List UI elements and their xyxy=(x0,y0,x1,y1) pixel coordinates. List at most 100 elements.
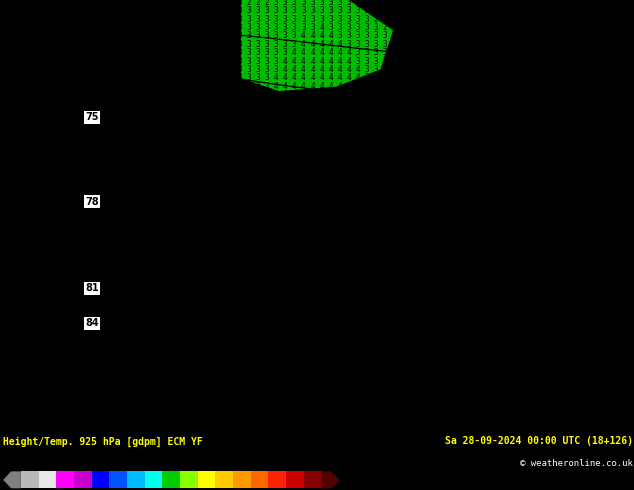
Text: 3: 3 xyxy=(383,183,387,192)
Text: 3: 3 xyxy=(392,225,397,234)
Text: 4: 4 xyxy=(201,132,205,141)
Text: 3: 3 xyxy=(128,31,133,40)
Text: 3: 3 xyxy=(565,166,569,175)
Text: 3: 3 xyxy=(446,0,451,7)
Text: 4: 4 xyxy=(320,183,324,192)
Text: 4: 4 xyxy=(347,191,351,200)
Text: 4: 4 xyxy=(110,149,115,158)
Text: 5: 5 xyxy=(101,410,105,419)
Text: 4: 4 xyxy=(328,174,333,183)
Text: 3: 3 xyxy=(510,116,515,124)
Text: 4: 4 xyxy=(619,360,624,368)
Text: 3: 3 xyxy=(383,191,387,200)
Text: 5: 5 xyxy=(310,233,314,243)
Text: 5: 5 xyxy=(292,360,297,368)
Text: 3: 3 xyxy=(374,200,378,209)
Text: 5: 5 xyxy=(92,351,96,360)
Text: 4: 4 xyxy=(210,124,215,133)
Text: 4: 4 xyxy=(619,284,624,293)
Text: 4: 4 xyxy=(628,309,633,318)
Text: 5: 5 xyxy=(46,40,51,49)
Text: 4: 4 xyxy=(183,132,188,141)
Text: 5: 5 xyxy=(301,293,306,301)
Text: 5: 5 xyxy=(46,124,51,133)
Text: 3: 3 xyxy=(310,0,314,7)
Text: 3: 3 xyxy=(247,6,251,15)
Text: 4: 4 xyxy=(1,0,6,7)
Text: 4: 4 xyxy=(474,360,479,368)
Text: 5: 5 xyxy=(65,250,69,259)
Text: 5: 5 xyxy=(374,410,378,419)
Text: 2: 2 xyxy=(383,6,387,15)
Text: 2: 2 xyxy=(374,0,378,7)
Text: 6: 6 xyxy=(128,418,133,428)
Text: 4: 4 xyxy=(264,275,269,285)
Text: 3: 3 xyxy=(374,158,378,167)
Text: 3: 3 xyxy=(374,141,378,150)
Text: 4: 4 xyxy=(365,293,370,301)
Text: 3: 3 xyxy=(283,141,287,150)
Text: 3: 3 xyxy=(529,309,533,318)
Text: 5: 5 xyxy=(328,318,333,326)
Text: 3: 3 xyxy=(410,141,415,150)
Text: 3: 3 xyxy=(574,116,579,124)
Text: 4: 4 xyxy=(592,343,597,352)
Text: 4: 4 xyxy=(210,31,215,40)
Text: 5: 5 xyxy=(46,200,51,209)
Text: 5: 5 xyxy=(110,351,115,360)
Text: 4: 4 xyxy=(174,48,178,57)
Text: 3: 3 xyxy=(474,40,479,49)
Text: 5: 5 xyxy=(611,393,615,402)
Text: 4: 4 xyxy=(210,183,215,192)
Text: 3: 3 xyxy=(419,40,424,49)
Text: 4: 4 xyxy=(237,267,242,276)
Text: 4: 4 xyxy=(483,217,488,225)
Text: 6: 6 xyxy=(19,293,23,301)
Text: 4: 4 xyxy=(210,141,215,150)
Text: 5: 5 xyxy=(1,183,6,192)
Text: 4: 4 xyxy=(401,343,406,352)
Text: 2: 2 xyxy=(538,74,542,82)
Text: 5: 5 xyxy=(10,326,15,335)
Text: 3: 3 xyxy=(474,23,479,32)
Text: 6: 6 xyxy=(1,393,6,402)
Text: 4: 4 xyxy=(601,385,606,394)
Text: 4: 4 xyxy=(592,284,597,293)
Text: 5: 5 xyxy=(138,267,142,276)
Text: 4: 4 xyxy=(301,141,306,150)
Text: 3: 3 xyxy=(465,0,469,7)
Text: 2: 2 xyxy=(565,149,569,158)
Text: 5: 5 xyxy=(301,275,306,285)
Text: 3: 3 xyxy=(456,6,460,15)
Text: 4: 4 xyxy=(92,132,96,141)
Text: 4: 4 xyxy=(247,200,251,209)
Text: 5: 5 xyxy=(55,309,60,318)
Text: 4: 4 xyxy=(429,368,433,377)
Text: 3: 3 xyxy=(601,124,606,133)
Text: 4: 4 xyxy=(465,74,469,82)
Text: 5: 5 xyxy=(128,343,133,352)
Text: 5: 5 xyxy=(328,233,333,243)
Text: 2: 2 xyxy=(556,23,560,32)
Text: 3: 3 xyxy=(574,141,579,150)
Text: 5: 5 xyxy=(65,225,69,234)
Text: 5: 5 xyxy=(337,360,342,368)
Text: 2: 2 xyxy=(547,40,552,49)
Text: 4: 4 xyxy=(292,200,297,209)
Text: 5: 5 xyxy=(456,402,460,411)
Text: 3: 3 xyxy=(74,0,78,7)
Text: 3: 3 xyxy=(601,200,606,209)
Text: 3: 3 xyxy=(628,82,633,91)
Text: 5: 5 xyxy=(165,200,169,209)
Text: 5: 5 xyxy=(192,200,197,209)
Text: 4: 4 xyxy=(374,250,378,259)
Text: 5: 5 xyxy=(465,275,469,285)
Text: 2: 2 xyxy=(519,141,524,150)
Text: 5: 5 xyxy=(264,427,269,436)
Text: 3: 3 xyxy=(611,166,615,175)
Text: 3: 3 xyxy=(565,116,569,124)
Text: 3: 3 xyxy=(410,200,415,209)
Text: 4: 4 xyxy=(110,124,115,133)
Text: 4: 4 xyxy=(274,301,278,310)
Text: 4: 4 xyxy=(138,65,142,74)
